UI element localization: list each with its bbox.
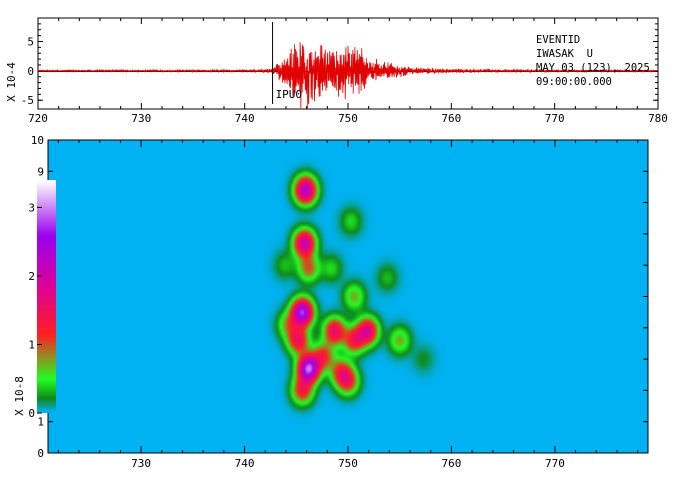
colorbar-tick-label: 1 xyxy=(28,338,35,351)
colorbar xyxy=(37,180,56,413)
x-tick-label: 760 xyxy=(442,457,462,470)
spectrogram-x-ticks: 730 740 750 760 770 xyxy=(57,140,639,470)
y-tick-label: 0 xyxy=(37,447,44,460)
x-tick-label: 730 xyxy=(131,112,151,125)
event-id-label: EVENTID xyxy=(536,34,580,46)
colorbar-tick-label: 0 xyxy=(28,407,35,420)
x-tick-label: 770 xyxy=(545,457,565,470)
spectrogram-heatmap xyxy=(48,140,648,453)
seismogram-trace xyxy=(37,42,659,110)
seismogram-x-ticks: 720 730 740 750 760 770 780 xyxy=(28,18,668,125)
event-time-label: 09:00:00.000 xyxy=(536,76,612,88)
x-tick-label: 740 xyxy=(235,112,255,125)
seismogram-y-ticks: 5 0 -5 xyxy=(21,23,658,107)
x-tick-label: 760 xyxy=(441,112,461,125)
x-tick-label: 740 xyxy=(235,457,255,470)
y-tick-label: 1 xyxy=(37,416,44,429)
event-date-label: MAY 03 (123), 2025 xyxy=(536,62,650,74)
seismogram-panel: 720 730 740 750 760 770 780 50-5 IPU0 EVENTID … xyxy=(5,17,668,125)
x-tick-label: 730 xyxy=(131,457,151,470)
y-tick-label: 10 xyxy=(31,134,44,147)
colorbar-scale-label: X 10-8 xyxy=(13,376,26,416)
x-tick-label: 750 xyxy=(338,457,358,470)
y-tick-label: -5 xyxy=(21,94,34,107)
station-label: IWASAK U xyxy=(536,48,593,60)
colorbar-ticks: 0 1 2 3 xyxy=(28,201,42,420)
p-pick-label: IPU0 xyxy=(276,88,303,101)
x-tick-label: 750 xyxy=(338,112,358,125)
x-tick-label: 720 xyxy=(28,112,48,125)
colorbar-tick-label: 2 xyxy=(28,270,35,283)
colorbar-tick-label: 3 xyxy=(28,201,35,214)
y-tick-label: 9 xyxy=(37,165,44,178)
seismogram-y-scale-label: X 10-4 xyxy=(5,62,18,102)
x-tick-label: 770 xyxy=(545,112,565,125)
x-tick-label: 780 xyxy=(648,112,668,125)
y-tick-label: 5 xyxy=(27,35,34,48)
y-tick-label: 0 xyxy=(27,65,34,78)
